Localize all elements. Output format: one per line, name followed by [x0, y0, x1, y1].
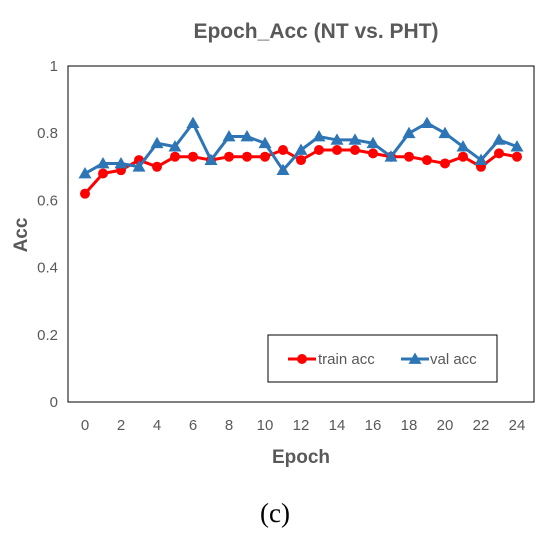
- data-point: [314, 145, 324, 155]
- data-point: [114, 156, 128, 169]
- data-point: [222, 130, 236, 142]
- data-point: [296, 155, 306, 166]
- y-tick-label: 0.6: [37, 192, 58, 209]
- legend-marker: [408, 352, 422, 364]
- x-tick-label: 22: [473, 417, 490, 434]
- x-tick-label: 24: [509, 417, 526, 434]
- data-point: [242, 151, 252, 162]
- y-axis-title: Acc: [11, 217, 32, 252]
- data-point: [240, 130, 254, 142]
- data-point: [294, 143, 308, 155]
- x-tick-label: 0: [81, 417, 89, 434]
- x-tick-labels: 0 2 4 6 8 10 12 14 16 18 20 22 24: [81, 417, 526, 434]
- data-point: [204, 153, 218, 165]
- legend-marker: [297, 354, 307, 364]
- chart-title: Epoch_Acc (NT vs. PHT): [193, 20, 438, 43]
- data-point: [258, 136, 272, 149]
- data-point: [278, 145, 288, 155]
- data-point: [312, 130, 326, 142]
- x-tick-label: 18: [401, 417, 418, 434]
- y-tick-label: 0: [50, 394, 58, 411]
- data-point: [512, 151, 522, 162]
- x-axis-title: Epoch: [272, 447, 330, 468]
- data-point: [152, 161, 162, 172]
- data-point: [80, 188, 90, 199]
- data-point: [168, 140, 182, 152]
- data-point: [384, 150, 398, 162]
- x-tick-label: 6: [189, 417, 197, 434]
- data-point: [132, 160, 146, 172]
- series-train-acc: [80, 145, 522, 199]
- x-tick-label: 8: [225, 417, 233, 434]
- y-tick-labels: 0 0.2 0.4 0.6 0.8 1: [37, 58, 58, 411]
- x-tick-label: 4: [153, 417, 161, 434]
- data-point: [456, 140, 470, 152]
- data-point: [260, 151, 270, 162]
- data-point: [492, 133, 506, 145]
- data-point: [368, 148, 378, 159]
- data-point: [510, 140, 524, 152]
- data-point: [438, 126, 452, 139]
- x-tick-label: 14: [329, 417, 346, 434]
- data-point: [366, 136, 380, 149]
- data-point: [474, 153, 488, 165]
- data-point: [96, 156, 110, 169]
- data-point: [404, 151, 414, 162]
- data-point: [224, 151, 234, 162]
- y-tick-label: 0.4: [37, 260, 58, 277]
- y-tick-label: 0.8: [37, 125, 58, 142]
- data-point: [494, 148, 504, 159]
- data-point: [422, 155, 432, 166]
- x-tick-label: 20: [437, 417, 454, 434]
- x-tick-label: 10: [257, 417, 274, 434]
- x-tick-label: 2: [117, 417, 125, 434]
- y-tick-label: 0.2: [37, 327, 58, 344]
- x-tick-label: 16: [365, 417, 382, 434]
- data-point: [150, 136, 164, 149]
- series-val-acc: [78, 116, 524, 179]
- data-point: [276, 163, 290, 176]
- data-point: [440, 158, 450, 169]
- legend-label: val acc: [430, 351, 477, 368]
- legend-label: train acc: [318, 351, 375, 368]
- y-tick-label: 1: [50, 58, 58, 75]
- data-point: [188, 151, 198, 162]
- data-point: [170, 151, 180, 162]
- x-tick-label: 12: [293, 417, 310, 434]
- chart-svg: Epoch_Acc (NT vs. PHT) 0 0.2 0.4 0.6 0.8 1 0 2…: [11, 20, 535, 468]
- figure-caption: (c): [260, 498, 290, 528]
- data-point: [78, 167, 92, 179]
- plot-area-frame: [67, 65, 535, 403]
- series-layer: [78, 116, 524, 199]
- data-point: [348, 133, 362, 145]
- data-point: [186, 116, 200, 128]
- data-point: [420, 116, 434, 128]
- legend: train acc val acc: [267, 334, 498, 383]
- data-point: [402, 126, 416, 139]
- data-point: [458, 151, 468, 162]
- data-point: [332, 145, 342, 155]
- data-point: [98, 168, 108, 179]
- data-point: [350, 145, 360, 155]
- data-point: [330, 133, 344, 145]
